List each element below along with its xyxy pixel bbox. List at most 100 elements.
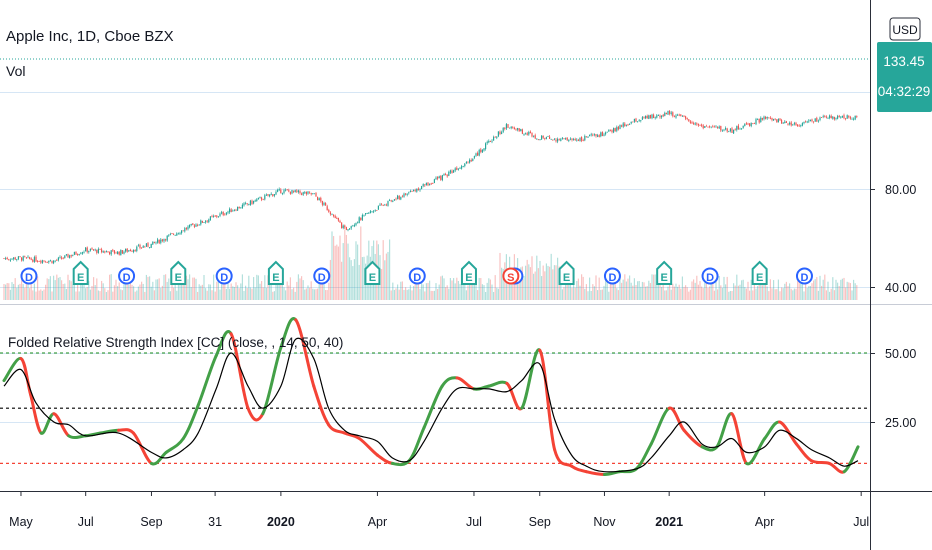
price-pane[interactable]: EDEDEDEDEDEDSEDEDED Apple Inc, 1D, Cboe … bbox=[0, 28, 870, 300]
volume-bar bbox=[270, 275, 272, 300]
earnings-marker[interactable]: E bbox=[460, 260, 477, 285]
price-axis[interactable]: 80.00 40.00 bbox=[870, 183, 916, 295]
volume-bar bbox=[38, 290, 40, 300]
volume-bar bbox=[221, 281, 223, 300]
indicator-pane[interactable]: Folded Relative Strength Index [CC] (clo… bbox=[0, 317, 870, 476]
candle-body bbox=[629, 124, 631, 125]
volume-bar bbox=[328, 282, 330, 300]
volume-bar bbox=[637, 281, 639, 300]
candle-body bbox=[150, 243, 152, 248]
volume-bar bbox=[838, 286, 840, 300]
earnings-marker[interactable]: E bbox=[656, 260, 673, 285]
candle-body bbox=[430, 183, 432, 185]
volume-bar bbox=[621, 282, 623, 300]
volume-bar bbox=[664, 290, 666, 300]
candle-body bbox=[686, 117, 688, 119]
candle-body bbox=[819, 117, 821, 120]
dividend-marker[interactable]: D bbox=[118, 267, 136, 285]
volume-bar bbox=[453, 278, 455, 300]
earnings-marker[interactable]: E bbox=[558, 260, 575, 285]
volume-bar bbox=[117, 286, 119, 300]
volume-bar bbox=[405, 287, 407, 300]
volume-bar bbox=[814, 279, 816, 300]
candle-body bbox=[438, 176, 440, 179]
candle-body bbox=[715, 126, 717, 128]
earnings-marker[interactable]: E bbox=[751, 260, 768, 285]
indicator-axis[interactable]: 50.00 25.00 bbox=[870, 347, 916, 430]
event-markers[interactable]: EDEDEDEDEDEDSEDEDED bbox=[0, 260, 813, 285]
dividend-marker[interactable]: D bbox=[603, 267, 621, 285]
dividend-marker[interactable]: D bbox=[20, 267, 38, 285]
dividend-marker[interactable]: D bbox=[408, 267, 426, 285]
volume-bar bbox=[670, 289, 672, 300]
candle-body bbox=[88, 250, 90, 253]
candle-body bbox=[625, 124, 627, 126]
earnings-marker[interactable]: E bbox=[364, 260, 381, 285]
volume-bar bbox=[184, 276, 186, 300]
volume-bar bbox=[56, 274, 58, 300]
candle-body bbox=[805, 121, 807, 123]
candle-body bbox=[192, 223, 194, 225]
volume-bar bbox=[630, 282, 632, 300]
candle-body bbox=[275, 191, 277, 195]
candle-body bbox=[54, 260, 56, 262]
earnings-marker[interactable]: E bbox=[267, 260, 284, 285]
candle-body bbox=[537, 139, 539, 141]
currency-button[interactable]: USD bbox=[889, 17, 921, 41]
dividend-marker[interactable]: D bbox=[795, 267, 813, 285]
candle-body bbox=[145, 243, 147, 247]
candle-body bbox=[163, 239, 165, 242]
dividend-marker[interactable]: D bbox=[215, 267, 233, 285]
volume-bar bbox=[669, 276, 671, 300]
candle-body bbox=[630, 121, 632, 124]
candle-body bbox=[693, 123, 695, 125]
volume-bar bbox=[811, 283, 813, 300]
candle-body bbox=[776, 119, 778, 123]
time-tick-label: Sep bbox=[140, 515, 162, 529]
candle-body bbox=[193, 225, 195, 227]
volume-bar bbox=[125, 283, 127, 300]
volume-bar bbox=[173, 287, 175, 300]
volume-bar bbox=[325, 290, 327, 300]
volume-bar bbox=[526, 259, 528, 300]
volume-bar bbox=[94, 285, 96, 300]
candle-body bbox=[470, 160, 472, 162]
volume-bar bbox=[608, 291, 610, 300]
volume-bar bbox=[46, 278, 48, 300]
rsi-segment bbox=[634, 442, 653, 471]
dividend-marker[interactable]: D bbox=[701, 267, 719, 285]
earnings-marker[interactable]: E bbox=[72, 260, 89, 285]
volume-bar bbox=[793, 288, 795, 300]
candle-body bbox=[293, 190, 295, 192]
volume-bar bbox=[437, 289, 439, 300]
volume-bar bbox=[680, 288, 682, 300]
volume-bar bbox=[753, 276, 755, 300]
volume-bar bbox=[24, 287, 26, 300]
volume-bar bbox=[515, 271, 517, 300]
currency-label: USD bbox=[892, 23, 918, 37]
volume-bar bbox=[765, 280, 767, 300]
indicator-grid bbox=[0, 353, 870, 423]
time-axis[interactable]: May Jul Sep 31 2020 Apr Jul Sep Nov 2021 Apr Jul bbox=[9, 491, 869, 529]
candle-body bbox=[205, 221, 207, 223]
rsi-segment bbox=[649, 406, 671, 446]
volume-bar bbox=[355, 241, 357, 300]
split-marker[interactable]: S bbox=[502, 267, 520, 285]
rsi-segment bbox=[261, 345, 283, 416]
volume-bar bbox=[387, 251, 389, 300]
volume-bar bbox=[550, 253, 552, 300]
volume-bar bbox=[725, 284, 727, 300]
volume-bar bbox=[248, 275, 250, 300]
dividend-marker[interactable]: D bbox=[313, 267, 331, 285]
volume-bar bbox=[153, 290, 155, 300]
candle-body bbox=[405, 193, 407, 195]
volume-bar bbox=[73, 283, 75, 300]
volume-bar bbox=[573, 279, 575, 300]
candle-body bbox=[168, 234, 170, 236]
candle-body bbox=[824, 116, 826, 117]
earnings-marker[interactable]: E bbox=[170, 260, 187, 285]
rsi-segment bbox=[390, 459, 411, 467]
candle-body bbox=[790, 122, 792, 126]
candle-body bbox=[365, 213, 367, 215]
